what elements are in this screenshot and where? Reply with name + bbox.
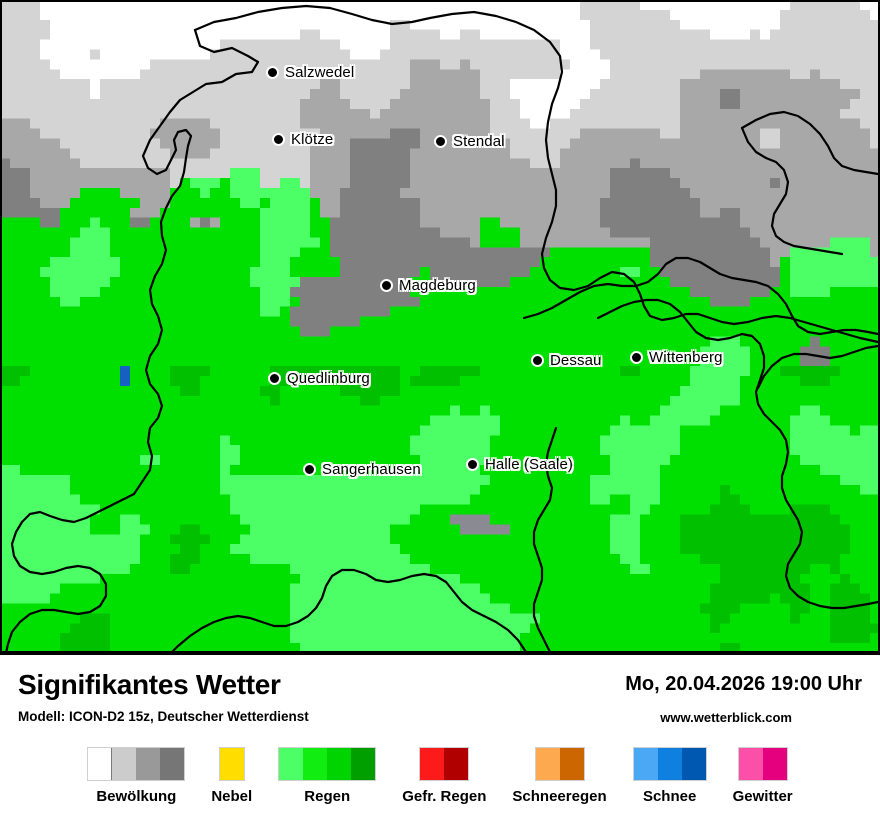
rain-swatch [278,747,377,781]
legend-swatch [559,748,584,780]
legend-swatch [160,748,185,780]
border-saale-line [532,426,558,653]
city-dot-icon [380,279,393,292]
city-dot-icon [531,354,544,367]
legend-label: Gewitter [732,788,793,805]
cloud-swatch [87,747,186,781]
legend-swatch [219,748,244,780]
legend-item-sleet-swatch: Schneeregen [499,747,619,805]
city-dot-icon [466,458,479,471]
thunderstorm-swatch [737,747,788,781]
border-north-west [132,28,260,496]
legend-swatch [444,748,469,780]
city-dot-icon [303,463,316,476]
border-far-northeast-2 [740,126,844,256]
border-central-west [4,492,136,653]
page-title: Signifikantes Wetter [18,669,281,700]
website-credit: www.wetterblick.com [660,710,792,725]
weather-raster-layer [0,0,880,653]
city-dot-icon [266,66,279,79]
city-dot-icon [268,372,281,385]
city-marker: Quedlinburg [268,370,370,387]
city-marker: Klötze [272,131,333,148]
fog-swatch [218,747,245,781]
legend-item-cloud-swatch: Bewölkung [74,747,198,805]
sleet-swatch [534,747,585,781]
legend-label: Regen [304,788,351,805]
legend-label: Bewölkung [96,788,177,805]
legend-swatch [303,748,328,780]
border-far-northeast [740,110,880,176]
city-label: Quedlinburg [287,370,370,387]
legend-item-snow-swatch: Schnee [620,747,720,805]
legend-swatch [112,748,137,780]
border-elbe [756,344,880,390]
city-label: Stendal [453,133,505,150]
city-marker: Wittenberg [630,349,723,366]
border-east [522,256,880,336]
city-label: Dessau [550,352,602,369]
legend-swatch [657,748,682,780]
border-south-central [169,568,528,653]
city-label: Halle (Saale) [485,456,574,473]
city-label: Wittenberg [649,349,723,366]
city-marker: Magdeburg [380,277,476,294]
city-marker: Sangerhausen [303,461,421,478]
city-marker: Halle (Saale) [466,456,573,473]
legend-swatch [535,748,560,780]
legend-item-rain-swatch: Regen [265,747,389,805]
legend-swatch [420,748,445,780]
legend-swatch [633,748,658,780]
border-wittenberg [596,298,880,610]
legend-label: Schnee [642,788,697,805]
model-subtitle: Modell: ICON-D2 15z, Deutscher Wetterdie… [18,709,309,724]
legend-label: Nebel [211,788,253,805]
freezing-rain-swatch [419,747,470,781]
city-label: Salzwedel [285,64,355,81]
city-marker: Salzwedel [266,64,354,81]
title-row: Signifikantes Wetter Modell: ICON-D2 15z… [0,655,880,733]
legend-item-freezing-rain-swatch: Gefr. Regen [389,747,499,805]
legend-label: Gefr. Regen [402,788,487,805]
legend-swatch [762,748,787,780]
administrative-borders-layer [4,4,880,653]
city-label: Magdeburg [399,277,476,294]
legend-swatch [136,748,161,780]
city-dot-icon [630,351,643,364]
legend-item-fog-swatch: Nebel [198,747,265,805]
border-north-east [193,4,880,344]
footer-panel: Signifikantes Wetter Modell: ICON-D2 15z… [0,655,880,830]
city-marker: Stendal [434,133,505,150]
snow-swatch [632,747,707,781]
forecast-timestamp: Mo, 20.04.2026 19:00 Uhr [625,673,862,695]
city-marker: Dessau [531,352,601,369]
legend-swatch [738,748,763,780]
weather-legend: Bewölkung Nebel Regen Gefr. Regen Schneerege… [0,747,880,805]
legend-swatch [88,748,113,780]
legend-swatch [327,748,352,780]
city-label: Klötze [291,131,334,148]
legend-swatch [681,748,706,780]
city-dot-icon [272,133,285,146]
legend-swatch [351,748,376,780]
map-panel[interactable]: Salzwedel Klötze Stendal Magdeburg Dessau Wit… [0,0,880,655]
legend-item-thunderstorm-swatch: Gewitter [720,747,806,805]
legend-label: Schneeregen [512,788,607,805]
city-dot-icon [434,135,447,148]
city-label: Sangerhausen [322,461,421,478]
legend-swatch [279,748,304,780]
